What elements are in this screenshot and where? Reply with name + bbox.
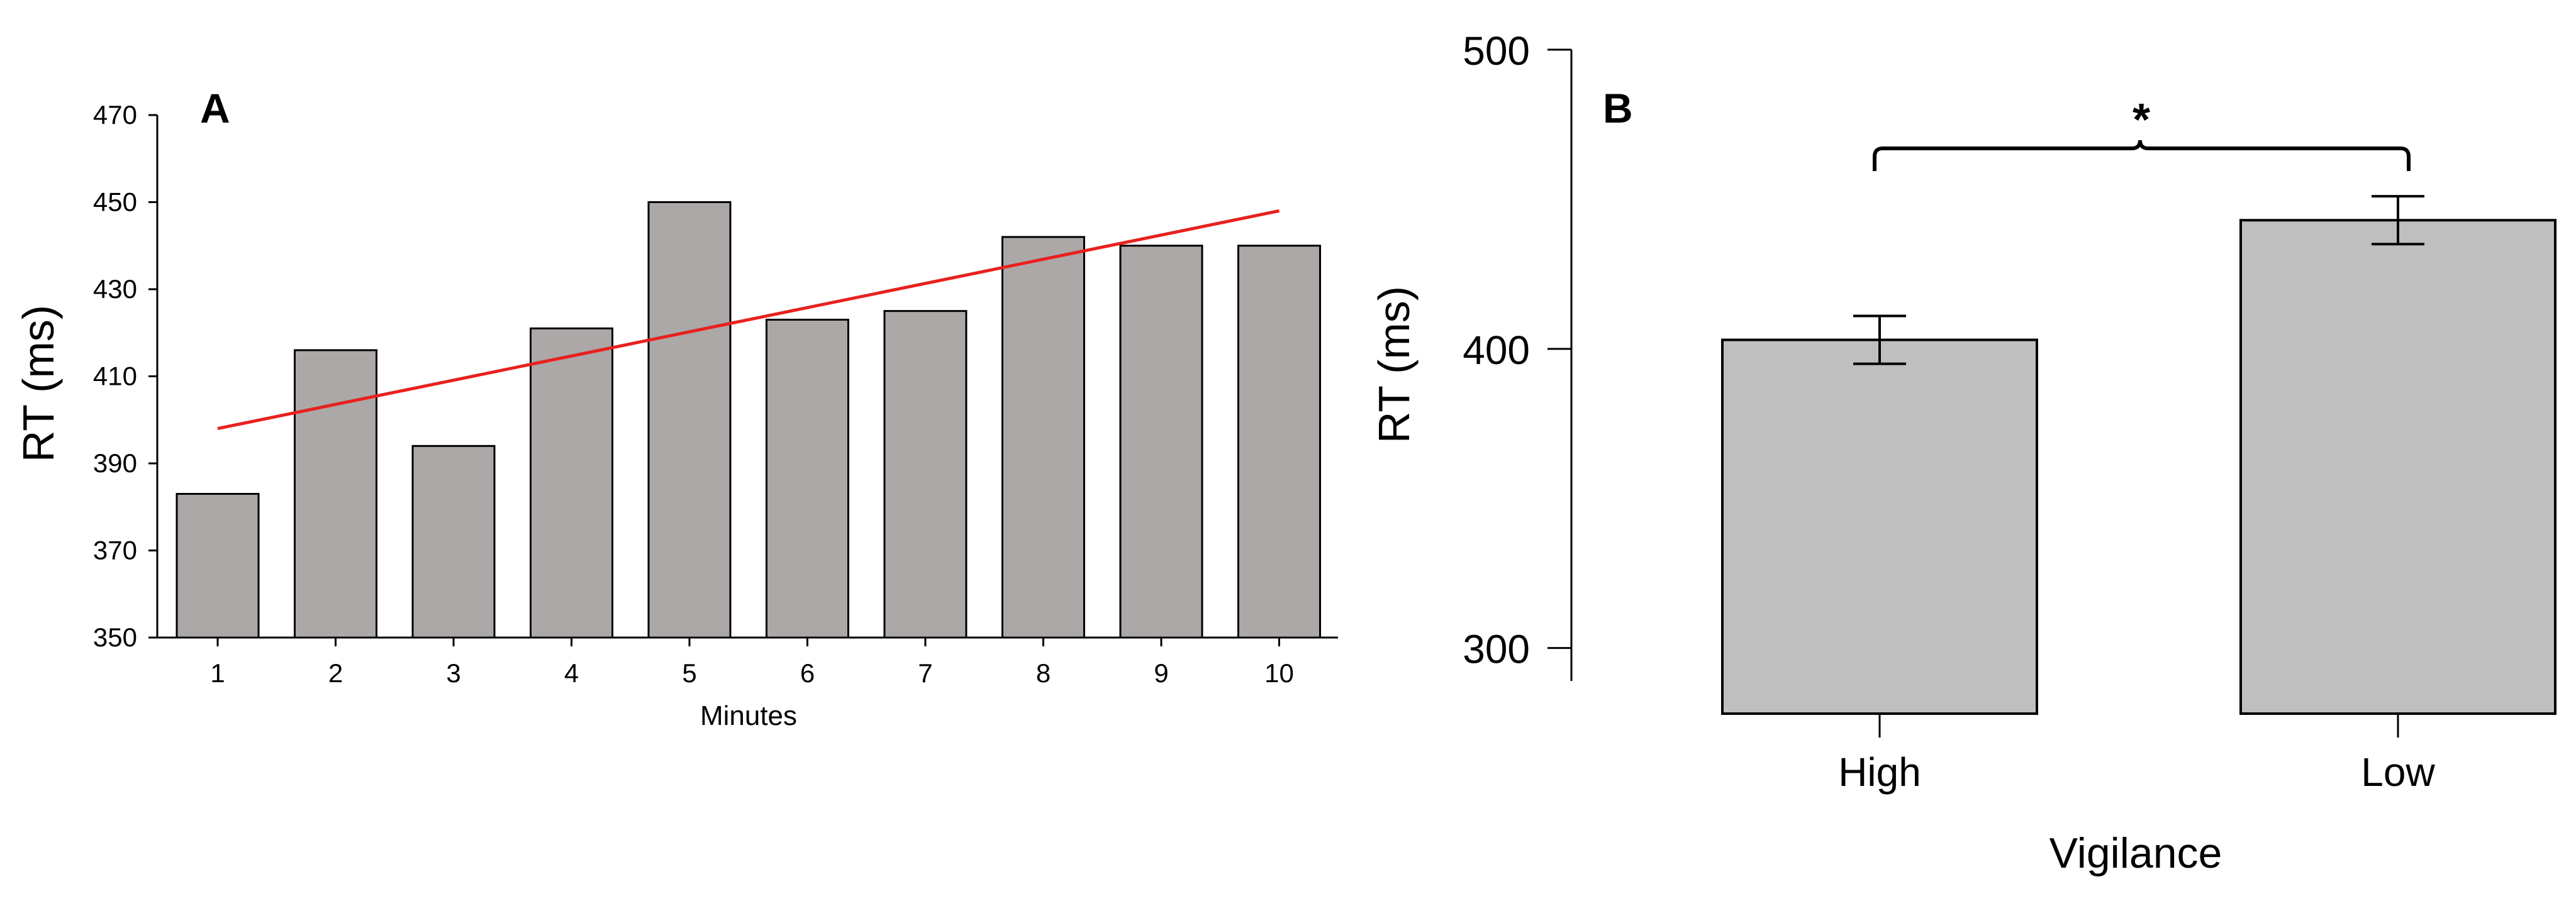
panel-a-x-tick-label: 9 — [1154, 658, 1168, 688]
panel-a-x-tick-label: 8 — [1036, 658, 1051, 688]
panel-b-x-ticks: High Low — [1838, 714, 2435, 795]
panel-a-x-ticks: 1 2 3 4 5 6 7 8 9 10 — [210, 638, 1294, 688]
panel-a-y-tick-label: 370 — [93, 536, 137, 565]
panel-a-x-tick-label: 4 — [564, 658, 579, 688]
significance-brace — [1873, 140, 2411, 171]
panel-a-x-tick-label: 3 — [446, 658, 460, 688]
panel-b-letter: B — [1603, 85, 1633, 131]
panel-a-y-tick-label: 390 — [93, 448, 137, 478]
panel-a-bar — [647, 201, 732, 639]
panel-b-bars — [1721, 195, 2556, 715]
panel-a-x-label: Minutes — [700, 700, 797, 731]
panel-a: A 350 370 390 410 430 450 470 1 2 3 4 5 6 7 8 9 10 RT (… — [14, 85, 1338, 731]
panel-b-y-tick-label: 400 — [1463, 328, 1530, 373]
panel-b-x-tick-label: High — [1838, 749, 1921, 795]
panel-b-y-ticks: 300 400 500 — [1463, 28, 1571, 672]
panel-a-y-tick-label: 410 — [93, 362, 137, 391]
significance-bracket: * — [1873, 95, 2411, 171]
panel-a-bar — [176, 492, 260, 639]
panel-b: B 300 400 500 High Low * RT (ms) Vigilance — [1369, 28, 2556, 877]
panel-a-bar — [1119, 245, 1203, 639]
panel-b-x-label: Vigilance — [2049, 829, 2222, 877]
panel-a-x-tick-label: 10 — [1264, 658, 1294, 688]
panel-a-x-tick-label: 5 — [682, 658, 696, 688]
panel-a-x-tick-label: 1 — [210, 658, 225, 688]
panel-a-y-tick-label: 430 — [93, 274, 137, 304]
panel-a-bar — [1237, 245, 1321, 639]
panel-a-y-tick-label: 450 — [93, 187, 137, 217]
panel-a-bars — [176, 201, 1321, 639]
panel-a-y-label: RT (ms) — [14, 305, 63, 462]
panel-b-y-tick-label: 500 — [1463, 28, 1530, 74]
panel-a-letter: A — [200, 85, 230, 131]
panel-a-y-ticks: 350 370 390 410 430 450 470 — [93, 100, 157, 652]
panel-a-x-tick-label: 2 — [328, 658, 343, 688]
panel-b-bar — [2239, 219, 2556, 715]
panel-a-bar — [530, 327, 613, 639]
panel-b-bar — [1721, 338, 2038, 715]
panel-a-bar — [1001, 236, 1085, 639]
panel-a-y-tick-label: 470 — [93, 100, 137, 130]
panel-a-bar — [294, 349, 377, 639]
panel-a-y-tick-label: 350 — [93, 622, 137, 652]
panel-a-trendline — [217, 209, 1280, 431]
significance-star: * — [2133, 95, 2150, 145]
panel-a-x-tick-label: 6 — [800, 658, 815, 688]
panel-a-bar — [883, 310, 967, 639]
panel-a-bar — [411, 445, 496, 639]
panel-b-y-tick-label: 300 — [1463, 627, 1530, 672]
panel-b-y-label: RT (ms) — [1369, 286, 1419, 443]
panel-a-x-tick-label: 7 — [918, 658, 932, 688]
panel-b-x-tick-label: Low — [2361, 749, 2435, 795]
panel-a-bar — [766, 318, 849, 639]
